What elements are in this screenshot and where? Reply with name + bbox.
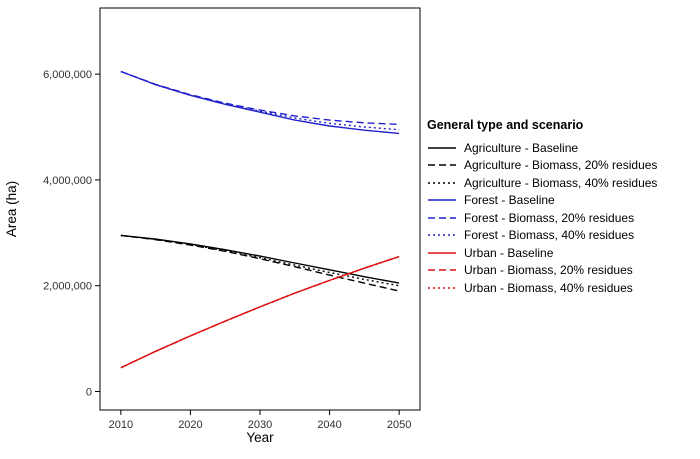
legend-item-label: Urban - Biomass, 40% residues [464,280,633,295]
y-tick-label: 4,000,000 [43,175,92,187]
legend-item-agriculture-baseline: Agriculture - Baseline [427,139,697,157]
series-line-forest-biomass-40-residues [120,70,400,131]
series-line-forest-baseline [120,70,400,135]
plot-dynamic-layer: 0 2,000,000 4,000,000 6,000,000 2010 2020 2030… [43,7,421,431]
legend-item-label: Urban - Baseline [464,245,554,260]
legend-item-label: Urban - Biomass, 20% residues [464,263,633,278]
legend-item-forest-baseline: Forest - Baseline [427,192,697,210]
legend-item-urban-biomass-40-residues: Urban - Biomass, 40% residues [427,279,697,297]
series-line-agriculture-baseline [120,234,400,284]
legend-item-forest-biomass-40-residues: Forest - Biomass, 40% residues [427,227,697,245]
legend-key-line-solid [428,199,456,201]
series-line-forest-biomass-20-residues [120,70,400,126]
x-tick-label: 2010 [109,419,133,431]
legend-key-line-solid [428,147,456,149]
y-axis-title: Area (ha) [4,181,19,237]
legend-items: Agriculture - Baseline Agriculture - Biom… [427,139,697,297]
legend-item-label: Forest - Biomass, 40% residues [464,228,635,243]
legend-item-forest-biomass-20-residues: Forest - Biomass, 20% residues [427,209,697,227]
legend: General type and scenario Agriculture - … [427,118,697,297]
panel-border [99,7,421,411]
legend-item-agriculture-biomass-20-residues: Agriculture - Biomass, 20% residues [427,157,697,175]
x-tick-label: 2040 [317,419,341,431]
legend-key-line-dashed [428,164,456,166]
legend-item-label: Forest - Baseline [464,193,555,208]
legend-item-label: Agriculture - Biomass, 20% residues [464,158,658,173]
series-line-urban-biomass-40-residues [120,255,400,369]
series-line-agriculture-biomass-20-residues [120,234,400,292]
y-tick-label: 2,000,000 [43,281,92,293]
series-line-urban-biomass-20-residues [120,255,400,369]
legend-key-line-dotted [428,182,456,184]
y-tick-label: 6,000,000 [43,69,92,81]
x-tick-label: 2050 [387,419,411,431]
legend-key-line-dashed [428,269,456,271]
legend-item-urban-baseline: Urban - Baseline [427,244,697,262]
x-axis-title: Year [246,430,274,445]
legend-item-label: Agriculture - Biomass, 40% residues [464,175,658,190]
legend-item-agriculture-biomass-40-residues: Agriculture - Biomass, 40% residues [427,174,697,192]
series-line-urban-baseline [120,255,400,369]
series-line-agriculture-biomass-40-residues [120,234,400,287]
legend-key-line-dotted [428,234,456,236]
legend-key-line-solid [428,252,456,254]
legend-key-line-dashed [428,217,456,219]
x-tick-label: 2030 [248,419,272,431]
y-tick-label: 0 [86,386,92,398]
legend-item-label: Agriculture - Baseline [464,140,579,155]
legend-title: General type and scenario [427,118,584,132]
legend-item-label: Forest - Biomass, 20% residues [464,210,635,225]
x-tick-label: 2020 [178,419,202,431]
legend-key-line-dotted [428,287,456,289]
legend-item-urban-biomass-20-residues: Urban - Biomass, 20% residues [427,262,697,280]
